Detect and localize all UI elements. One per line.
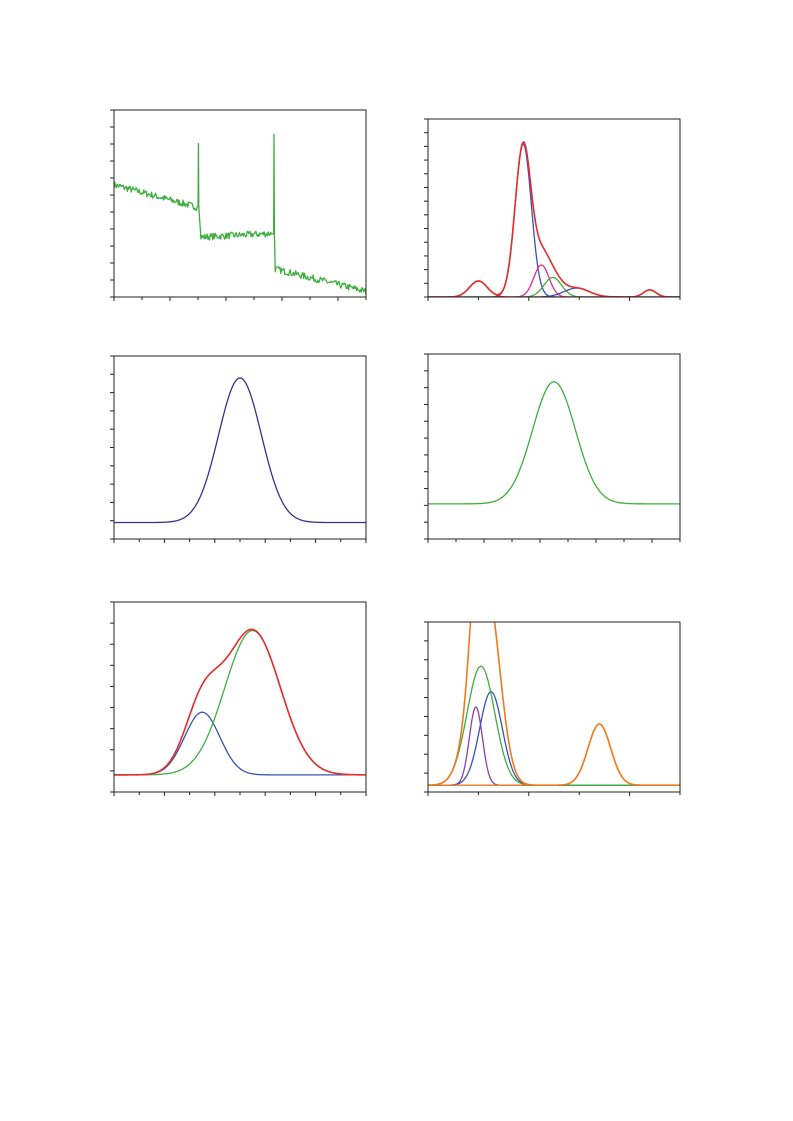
series-group [428,622,680,786]
plot-frame [427,118,681,298]
series-line-green [114,133,366,295]
series-line-blue [428,143,680,297]
chart-panel-c [110,355,367,543]
series-line-green [114,629,366,776]
series-line-orange [428,723,680,786]
chart-panel-a [110,109,367,301]
series-line-green [428,381,680,505]
plot-frame [113,109,367,298]
chart-panel-b [424,118,681,301]
chart-panel-e [110,601,367,796]
series-group [114,133,366,295]
series-line-blue [428,691,680,786]
series-line-blue [428,287,680,297]
series-line-orange-sum [428,622,680,786]
plot-frame [427,621,681,793]
plot-frame [427,353,681,540]
series-group [114,377,366,524]
plot-frame [113,355,367,540]
chart-panel-f [424,621,681,796]
plot-frame [113,601,367,793]
series-line-red-sum [114,628,366,776]
series-line-green [428,276,680,297]
series-line-red-sum [428,141,680,297]
series-group [114,628,366,776]
chart-panel-d [424,353,681,543]
series-line-blue [114,711,366,776]
series-group [428,381,680,505]
series-line-magenta [428,264,680,297]
series-line-indigo [114,377,366,524]
series-group [428,141,680,297]
